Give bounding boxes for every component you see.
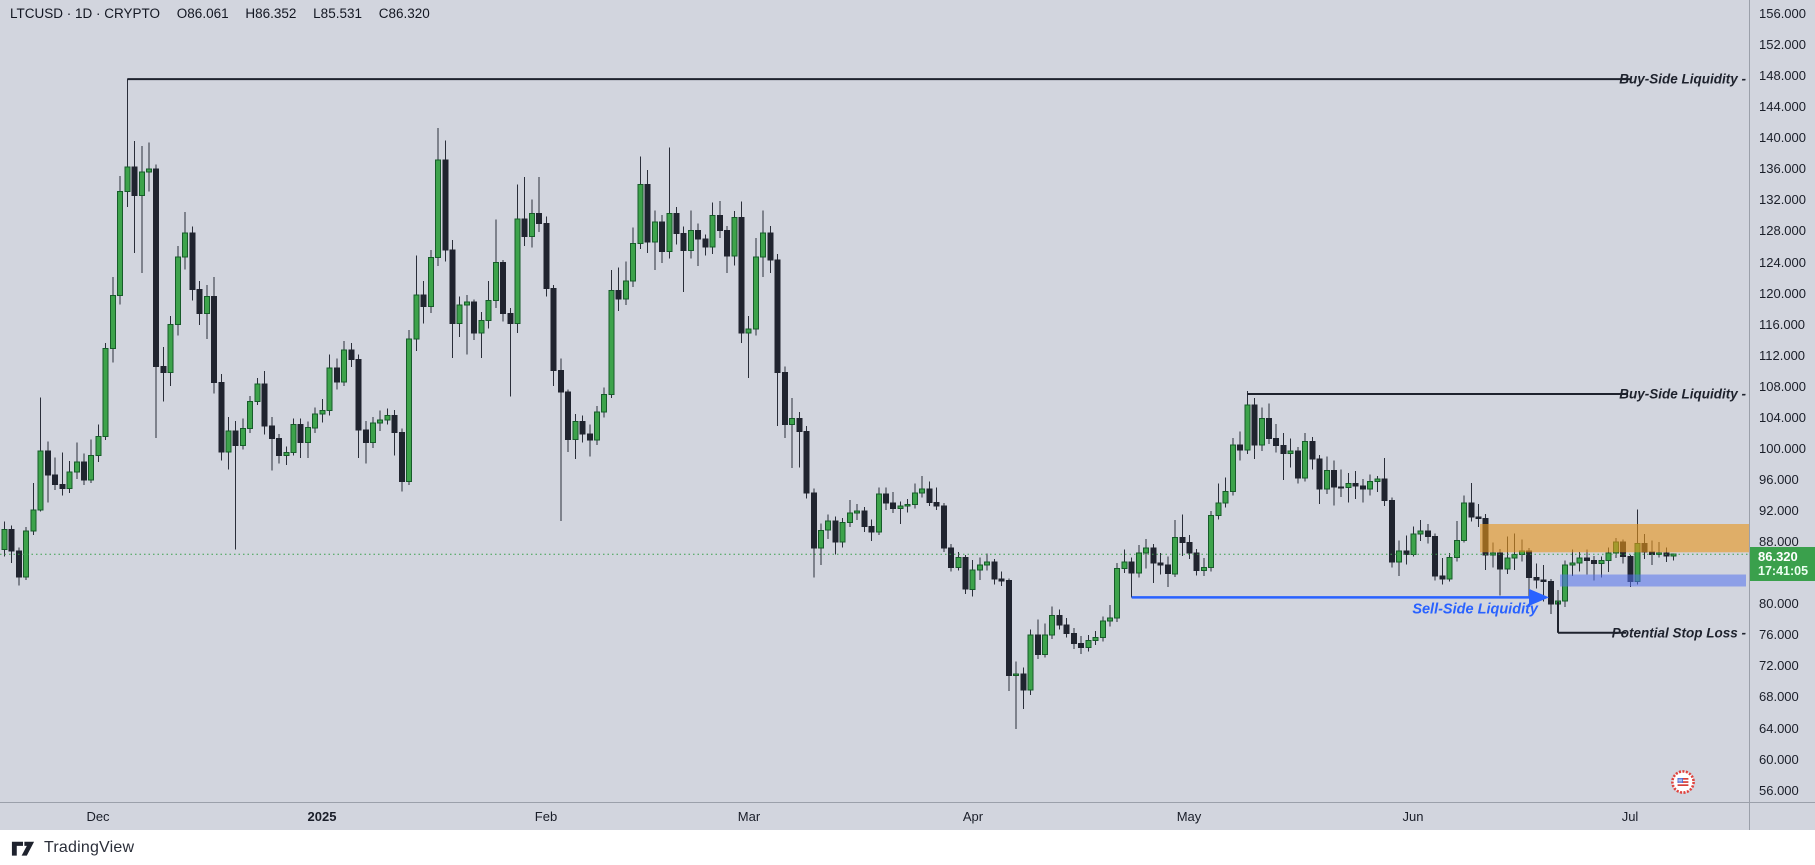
time-tick-label[interactable]: Dec [86,809,110,824]
price-tick-label: 60.000 [1759,752,1799,767]
price-tick-label: 72.000 [1759,658,1799,673]
current-price-value: 86.320 [1758,549,1798,564]
price-tick-label: 108.000 [1759,379,1806,394]
price-tick-label: 92.000 [1759,503,1799,518]
time-tick-label[interactable]: Jun [1402,809,1424,824]
price-tick-label: 132.000 [1759,192,1806,207]
price-tick-label: 100.000 [1759,441,1806,456]
ohlc-close-value: C86.320 [378,6,430,21]
price-tick-label: 104.000 [1759,410,1806,425]
price-tick-label: 96.000 [1759,472,1799,487]
ohlc-high-value: H86.352 [245,6,297,21]
price-tick-label: 152.000 [1759,37,1806,52]
price-tick-label: 136.000 [1759,161,1806,176]
sell-side-arrow-icon [1529,588,1549,606]
sell-side-liquidity-label[interactable]: Sell-Side Liquidity [1412,601,1539,617]
time-tick-label[interactable]: Apr [962,809,984,824]
price-tick-label: 140.000 [1759,130,1806,145]
chart-pane[interactable]: Buy-Side Liquidity - Buy-Side Liquidity -… [0,0,1749,802]
ohlc-low-value: L85.531 [313,6,362,21]
time-tick-label[interactable]: Feb [534,809,558,824]
time-tick-label[interactable]: Mar [737,809,761,824]
brand-name[interactable]: TradingView [44,838,135,856]
buy-side-liquidity-label[interactable]: Buy-Side Liquidity - [1619,386,1746,401]
price-axis[interactable]: 156.000 152.000 148.000 144.000 140.000 136.0… [1749,0,1815,802]
price-tick-label: 56.000 [1759,783,1799,798]
price-tick-label: 116.000 [1759,317,1806,332]
supply-zone[interactable] [1480,524,1749,553]
footer-bar: TradingView [0,830,1815,865]
economic-calendar-flag-icon[interactable] [1671,770,1695,794]
price-tick-label: 156.000 [1759,6,1806,21]
price-tick-label: 68.000 [1759,689,1799,704]
candlestick-chart[interactable]: Buy-Side Liquidity - Buy-Side Liquidity -… [0,0,1749,802]
time-tick-label[interactable]: May [1176,809,1202,824]
price-tick-label: 120.000 [1759,286,1806,301]
symbol-title[interactable]: LTCUSD · 1D · CRYPTO [10,6,161,21]
axis-corner-divider [1749,803,1750,831]
symbol-info-bar: LTCUSD · 1D · CRYPTO O86.061 H86.352 L85… [10,6,443,26]
ohlc-open-value: O86.061 [176,6,229,21]
price-tick-label: 76.000 [1759,627,1799,642]
price-tick-label: 80.000 [1759,596,1799,611]
time-tick-label[interactable]: Jul [1621,809,1639,824]
price-tick-label: 128.000 [1759,223,1806,238]
current-price-label: 86.320 17:41:05 [1750,547,1815,581]
potential-stop-loss-label[interactable]: Potential Stop Loss - [1612,625,1747,640]
tradingview-logo-icon[interactable] [10,839,36,857]
price-tick-label: 64.000 [1759,721,1799,736]
candle-countdown-timer: 17:41:05 [1758,564,1809,578]
price-tick-label: 124.000 [1759,255,1806,270]
buy-side-liquidity-label[interactable]: Buy-Side Liquidity - [1619,72,1746,87]
demand-zone[interactable] [1560,574,1746,587]
time-tick-label[interactable]: 2025 [307,809,337,824]
time-axis[interactable]: Dec 2025 Feb Mar Apr May Jun Jul [0,802,1815,831]
candles-group [1,79,1677,730]
price-tick-label: 112.000 [1759,348,1806,363]
price-tick-label: 144.000 [1759,99,1806,114]
price-tick-label: 148.000 [1759,68,1806,83]
price-tick-label: 88.000 [1759,534,1799,549]
